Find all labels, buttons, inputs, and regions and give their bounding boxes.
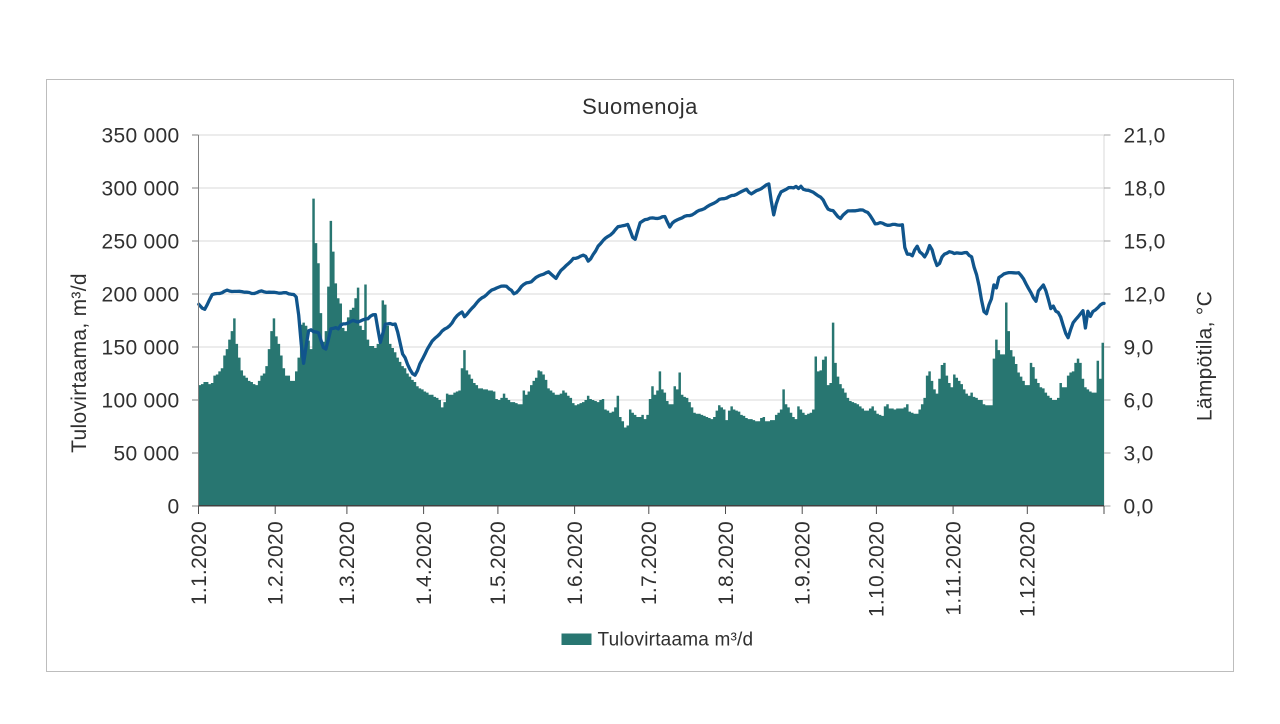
svg-text:1.4.2020: 1.4.2020 <box>413 521 436 605</box>
svg-text:6,0: 6,0 <box>1124 389 1154 412</box>
svg-text:15,0: 15,0 <box>1124 230 1166 253</box>
svg-text:3,0: 3,0 <box>1124 442 1154 465</box>
svg-text:Suomenoja: Suomenoja <box>582 94 698 119</box>
svg-text:300 000: 300 000 <box>101 177 179 200</box>
svg-text:1.8.2020: 1.8.2020 <box>715 521 738 605</box>
svg-text:200 000: 200 000 <box>101 283 179 306</box>
svg-text:250 000: 250 000 <box>101 230 179 253</box>
svg-text:150 000: 150 000 <box>101 336 179 359</box>
svg-text:1.10.2020: 1.10.2020 <box>866 521 889 617</box>
svg-text:1.5.2020: 1.5.2020 <box>487 521 510 605</box>
svg-text:9,0: 9,0 <box>1124 336 1154 359</box>
svg-text:12,0: 12,0 <box>1124 283 1166 306</box>
svg-text:1.12.2020: 1.12.2020 <box>1017 521 1040 617</box>
svg-text:1.6.2020: 1.6.2020 <box>564 521 587 605</box>
svg-text:0,0: 0,0 <box>1124 495 1154 518</box>
svg-text:1.7.2020: 1.7.2020 <box>638 521 661 605</box>
svg-text:1.11.2020: 1.11.2020 <box>942 521 965 616</box>
svg-text:18,0: 18,0 <box>1124 177 1166 200</box>
svg-text:1.1.2020: 1.1.2020 <box>188 521 211 605</box>
svg-text:1.9.2020: 1.9.2020 <box>792 521 815 605</box>
svg-text:0: 0 <box>168 495 180 518</box>
svg-text:Tulovirtaama, m³/d: Tulovirtaama, m³/d <box>68 273 91 453</box>
svg-text:Lämpötila, °C: Lämpötila, °C <box>1194 291 1217 421</box>
svg-text:1.2.2020: 1.2.2020 <box>265 521 288 605</box>
svg-text:50 000: 50 000 <box>113 442 179 465</box>
svg-text:21,0: 21,0 <box>1124 124 1166 147</box>
svg-text:Tulovirtaama m³/d: Tulovirtaama m³/d <box>598 630 754 651</box>
svg-text:1.3.2020: 1.3.2020 <box>336 521 359 605</box>
svg-text:350 000: 350 000 <box>101 124 179 147</box>
svg-text:100 000: 100 000 <box>101 389 179 412</box>
